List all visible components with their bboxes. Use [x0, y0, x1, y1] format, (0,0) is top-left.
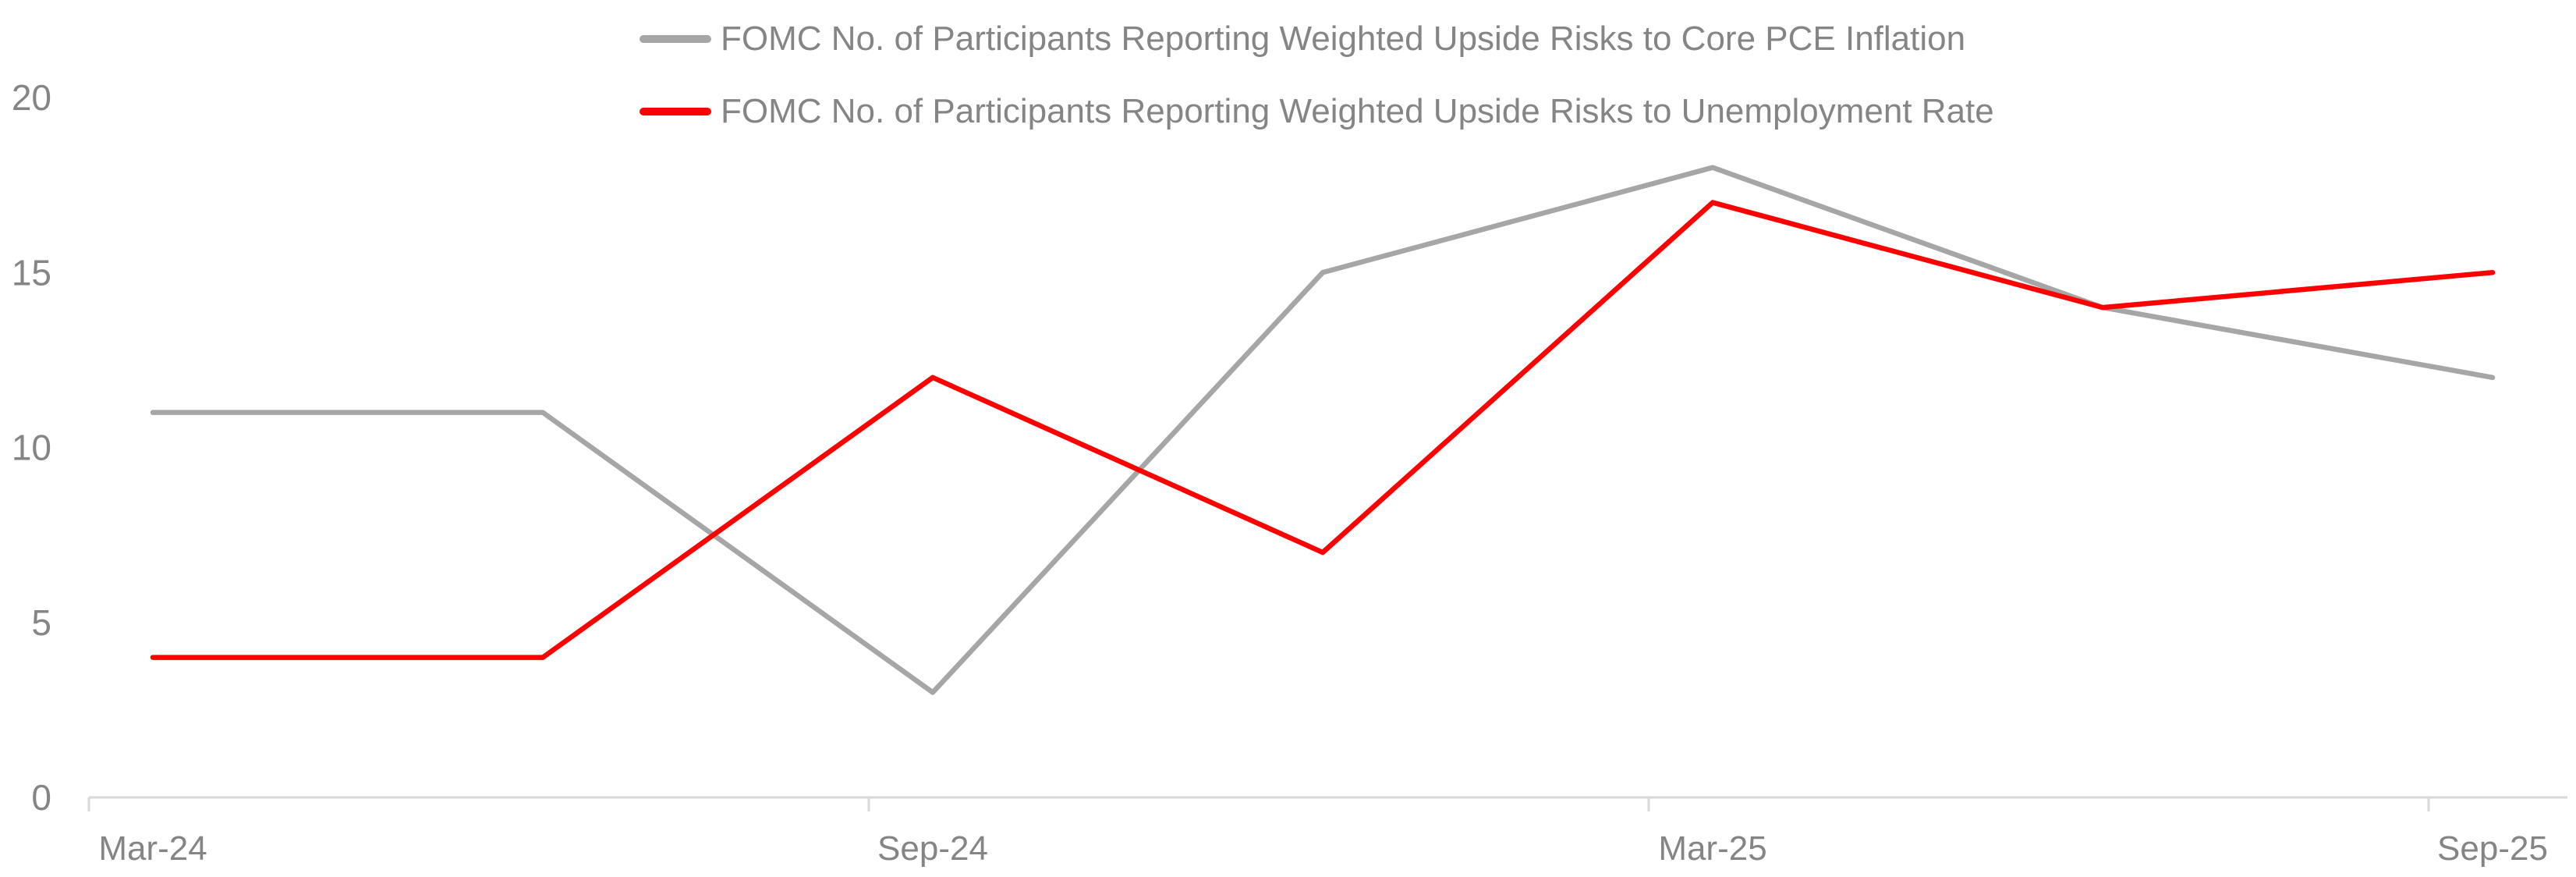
y-tick-label: 5: [31, 602, 51, 643]
y-tick-label: 15: [12, 252, 51, 293]
legend-item-core-pce-inflation: FOMC No. of Participants Reporting Weigh…: [640, 22, 1965, 56]
legend-item-unemployment-rate: FOMC No. of Participants Reporting Weigh…: [640, 94, 1994, 129]
x-tick-label: Sep-25: [2437, 829, 2548, 868]
legend-label-core-pce-inflation: FOMC No. of Participants Reporting Weigh…: [721, 20, 1966, 58]
x-tick-label: Mar-24: [98, 829, 207, 868]
legend-swatch-unemployment-icon: [640, 108, 711, 115]
y-tick-label: 0: [31, 777, 51, 818]
x-tick-label: Sep-24: [877, 829, 988, 868]
y-tick-label: 20: [12, 77, 51, 118]
legend-swatch-core-pce-icon: [640, 35, 711, 43]
series-line-unemployment-rate: [150, 200, 2496, 660]
x-tick-label: Mar-25: [1658, 829, 1766, 868]
series-line-core-pce-inflation: [150, 165, 2496, 695]
y-tick-label: 10: [12, 428, 51, 468]
legend-label-unemployment-rate: FOMC No. of Participants Reporting Weigh…: [721, 92, 1994, 130]
